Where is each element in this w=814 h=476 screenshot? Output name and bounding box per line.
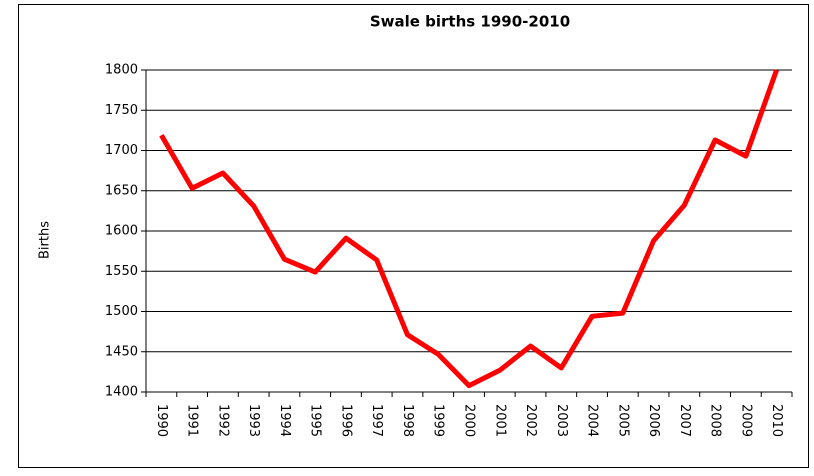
x-tick-label: 2010 — [769, 404, 784, 437]
x-tick-label: 1990 — [154, 404, 169, 437]
line-series — [159, 69, 779, 389]
y-axis-label: Births — [38, 221, 53, 259]
x-tick-label: 2009 — [738, 404, 753, 437]
y-tick-label: 1600 — [105, 224, 138, 239]
x-tick-label: 1994 — [277, 404, 292, 437]
x-tick-label: 1996 — [338, 404, 353, 437]
y-tick-label: 1400 — [105, 385, 138, 400]
y-tick-label: 1450 — [105, 344, 138, 359]
chart-title: Swale births 1990-2010 — [370, 13, 570, 31]
x-tick-label: 2004 — [585, 404, 600, 437]
x-tick-label: 2007 — [677, 404, 692, 437]
x-tick-label: 1995 — [308, 404, 323, 437]
x-tick-label: 2003 — [554, 404, 569, 437]
x-tick-label: 2005 — [615, 404, 630, 437]
x-tick-label: 2002 — [523, 404, 538, 437]
y-tick-label: 1500 — [105, 304, 138, 319]
y-tick-label: 1650 — [105, 183, 138, 198]
y-tick-label: 1550 — [105, 264, 138, 279]
x-tick-label: 1991 — [185, 404, 200, 437]
x-tick-label: 2000 — [462, 404, 477, 437]
x-tick-label: 1997 — [369, 404, 384, 437]
x-tick-label: 1992 — [215, 404, 230, 437]
y-tick-label: 1700 — [105, 143, 138, 158]
x-tick-label: 1999 — [431, 404, 446, 437]
x-tick-label: 1998 — [400, 404, 415, 437]
x-tick-label: 2006 — [646, 404, 661, 437]
y-tick-label: 1750 — [105, 103, 138, 118]
chart-border — [18, 4, 809, 468]
y-tick-label: 1800 — [105, 63, 138, 78]
x-tick-label: 2001 — [492, 404, 507, 437]
x-tick-label: 2008 — [708, 404, 723, 437]
x-tick-label: 1993 — [246, 404, 261, 437]
